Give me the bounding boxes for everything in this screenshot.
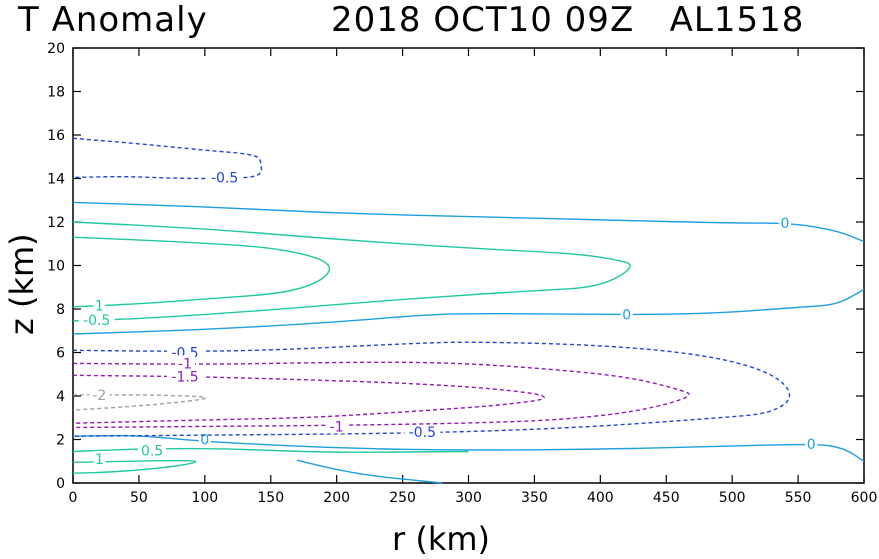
contour-label-bg xyxy=(778,215,791,231)
x-tick-label: 600 xyxy=(851,490,878,506)
y-tick-label: 18 xyxy=(47,85,65,101)
contour-label: -1.5 xyxy=(171,369,198,385)
contour-line xyxy=(72,361,690,429)
y-tick-label: 2 xyxy=(56,433,65,449)
contour-line xyxy=(72,341,791,437)
contour-line xyxy=(72,221,631,322)
y-tick-label: 8 xyxy=(56,302,65,318)
contour-line xyxy=(72,394,207,411)
x-tick-label: 550 xyxy=(785,490,812,506)
contour-label: 0.5 xyxy=(141,443,163,459)
contour-line xyxy=(72,137,263,180)
y-axis-label: z (km) xyxy=(3,233,41,335)
contour-line xyxy=(72,447,469,453)
contour-label: -0.5 xyxy=(211,170,238,186)
contour-label: -0.5 xyxy=(409,425,436,441)
contour-label-bg xyxy=(805,435,818,451)
contour-label: 0 xyxy=(780,216,789,232)
contour-label-bg xyxy=(404,423,441,439)
x-tick-label: 450 xyxy=(653,490,680,506)
contour-line xyxy=(72,288,865,335)
y-tick-label: 0 xyxy=(56,476,65,492)
x-tick-label: 400 xyxy=(587,490,614,506)
y-tick-label: 16 xyxy=(47,128,65,144)
contour-line xyxy=(72,459,197,474)
contour-line xyxy=(296,459,443,484)
x-tick-label: 350 xyxy=(521,490,548,506)
contour-label-bg xyxy=(167,368,204,384)
contour-label: -0.5 xyxy=(83,313,110,329)
x-tick-label: 150 xyxy=(257,490,284,506)
contour-label-bg xyxy=(93,451,106,467)
contour-line xyxy=(72,236,331,308)
contour-label: -2 xyxy=(92,388,106,404)
contour-label-bg xyxy=(326,418,347,434)
contour-label: 0 xyxy=(622,307,631,323)
contour-label-bg xyxy=(93,297,106,313)
y-tick-label: 6 xyxy=(56,346,65,362)
x-tick-label: 500 xyxy=(719,490,746,506)
x-axis-label: r (km) xyxy=(392,520,490,558)
chart-date-storm: 2018 OCT10 09Z AL1518 xyxy=(331,0,805,40)
x-tick-label: 300 xyxy=(455,490,482,506)
y-tick-label: 12 xyxy=(47,215,65,231)
contour-label-bg xyxy=(620,306,633,322)
contour-label: 1 xyxy=(95,452,104,468)
contour-line xyxy=(72,201,865,243)
contour-line xyxy=(72,374,545,424)
contour-label: -1 xyxy=(178,356,192,372)
contour-label-bg xyxy=(138,442,167,458)
x-tick-label: 50 xyxy=(130,490,148,506)
chart-title: T Anomaly xyxy=(18,0,208,40)
y-tick-label: 4 xyxy=(56,389,65,405)
x-tick-label: 250 xyxy=(389,490,416,506)
contour-line xyxy=(72,434,865,462)
x-tick-label: 100 xyxy=(191,490,218,506)
x-tick-label: 200 xyxy=(323,490,350,506)
contour-label-bg xyxy=(89,386,110,402)
contour-label: 0 xyxy=(807,437,816,453)
contour-label: 0 xyxy=(200,433,209,449)
plot-frame xyxy=(72,47,865,484)
contour-label: 1 xyxy=(95,299,104,315)
contour-label-bg xyxy=(78,311,115,327)
contour-label: -1 xyxy=(330,419,344,435)
contour-label-bg xyxy=(206,169,243,185)
contour-label-bg xyxy=(175,355,196,371)
x-tick-label: 0 xyxy=(69,490,78,506)
y-tick-label: 20 xyxy=(47,41,65,57)
y-tick-label: 10 xyxy=(47,259,65,275)
y-tick-label: 14 xyxy=(47,172,65,188)
